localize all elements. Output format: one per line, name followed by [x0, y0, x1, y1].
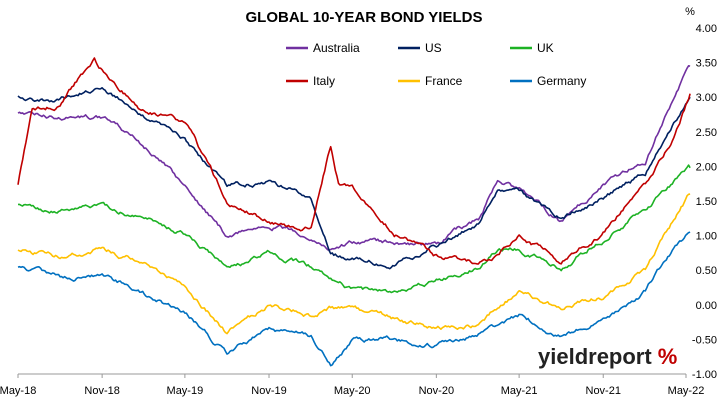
x-tick-label: Nov-18: [84, 385, 119, 397]
x-tick-label: Nov-20: [419, 385, 454, 397]
chart-legend: Australia US UK Italy France Germany: [286, 41, 586, 88]
y-tick-label: 2.50: [696, 127, 717, 139]
y-tick-label: -1.00: [692, 369, 717, 381]
y-axis-unit-label: %: [685, 6, 695, 18]
x-tick-label: May-22: [668, 385, 705, 397]
y-axis: 4.00 3.50 3.00 2.50 2.00 1.50 1.00 0.50 0.00 -0.5…: [692, 23, 717, 381]
legend-label: UK: [537, 41, 554, 55]
x-tick-label: May-18: [0, 385, 36, 397]
y-tick-label: 2.00: [696, 161, 717, 173]
chart-title: GLOBAL 10-YEAR BOND YIELDS: [246, 9, 483, 26]
series-line-germany: [17, 231, 691, 367]
legend-label: Germany: [537, 74, 586, 88]
x-axis: May-18 Nov-18 May-19 Nov-19 May-20 Nov-20 May-…: [0, 373, 705, 397]
plot-lines: [17, 57, 691, 367]
series-line-italy: [17, 57, 691, 265]
legend-item-france: France: [398, 74, 463, 88]
legend-item-us: US: [398, 41, 442, 55]
y-tick-label: -0.50: [692, 334, 717, 346]
legend-label: France: [425, 74, 463, 88]
series-line-france: [17, 193, 691, 335]
y-tick-label: 0.00: [696, 300, 717, 312]
legend-label: US: [425, 41, 442, 55]
series-line-uk: [18, 164, 691, 294]
logo-wordmark: yieldreport%: [538, 344, 677, 369]
x-tick-label: May-21: [501, 385, 538, 397]
y-tick-label: 3.50: [696, 58, 717, 70]
legend-item-uk: UK: [510, 41, 554, 55]
x-tick-label: Nov-19: [251, 385, 286, 397]
x-tick-label: May-19: [167, 385, 204, 397]
y-tick-label: 0.50: [696, 265, 717, 277]
legend-label: Italy: [313, 74, 335, 88]
y-tick-label: 4.00: [696, 23, 717, 35]
logo-percent-symbol: %: [658, 344, 678, 369]
x-tick-label: May-20: [334, 385, 371, 397]
legend-item-australia: Australia: [286, 41, 360, 55]
legend-label: Australia: [313, 41, 360, 55]
y-tick-label: 1.00: [696, 231, 717, 243]
series-line-australia: [17, 65, 691, 251]
x-tick-label: Nov-21: [586, 385, 621, 397]
y-tick-label: 1.50: [696, 196, 717, 208]
series-line-us: [17, 87, 691, 270]
yieldreport-logo: yieldreport%: [538, 344, 677, 369]
legend-item-italy: Italy: [286, 74, 335, 88]
y-tick-label: 3.00: [696, 92, 717, 104]
legend-item-germany: Germany: [510, 74, 586, 88]
logo-text: yieldreport: [538, 344, 652, 369]
